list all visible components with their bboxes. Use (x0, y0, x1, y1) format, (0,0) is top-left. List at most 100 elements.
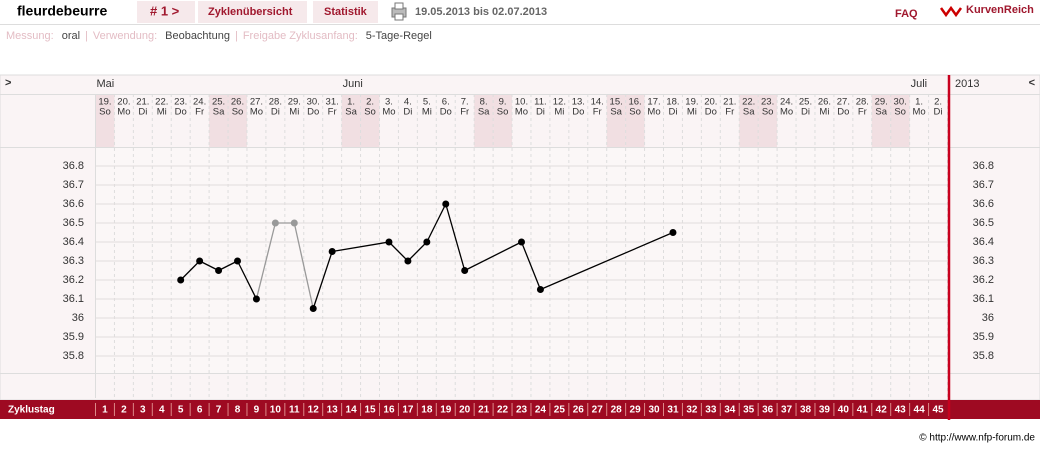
date-label: 25. (799, 97, 812, 108)
cycle-day: 16 (383, 405, 395, 416)
printer-paper (394, 13, 404, 21)
date-label: 19. (98, 97, 111, 108)
tab[interactable] (198, 1, 307, 23)
cycle-day: 36 (762, 405, 774, 416)
date-label: 28. (269, 97, 282, 108)
weekday-label: Sa (478, 107, 490, 118)
date-label: 11. (534, 97, 547, 108)
brand[interactable]: KurvenReich (966, 4, 1034, 16)
month-label: Mai (97, 78, 115, 90)
line-segment (426, 203, 447, 243)
date-label: 1. (915, 97, 923, 108)
y-tick-label-right: 36.4 (973, 236, 994, 248)
cycle-day: 23 (516, 405, 528, 416)
year: 2013 (955, 78, 979, 90)
cycle-day: 19 (440, 405, 452, 416)
cycle-day: 1 (102, 405, 108, 416)
cycle-day: 44 (914, 405, 926, 416)
weekday-label: Di (801, 107, 810, 118)
cycle-day: 2 (121, 405, 127, 416)
nav-link[interactable]: Statistik (324, 6, 368, 18)
weekend-shade (95, 94, 115, 147)
faq-link[interactable]: FAQ (895, 8, 918, 20)
weekend-shade (474, 94, 494, 147)
date-label: 24. (780, 97, 793, 108)
y-tick-label-right: 36.2 (973, 274, 994, 286)
date-label: 23. (761, 97, 774, 108)
data-point (234, 257, 241, 265)
weekday-label: Sa (345, 107, 357, 118)
date-label: 16. (628, 97, 641, 108)
weekday-label: Mo (382, 107, 395, 118)
date-label: 26. (818, 97, 831, 108)
weekday-label: Mo (780, 107, 793, 118)
cycle-day: 32 (686, 405, 698, 416)
date-label: 4. (404, 97, 412, 108)
cycle-day: 33 (705, 405, 717, 416)
cycle-day: 6 (197, 405, 203, 416)
weekend-shade (606, 94, 626, 147)
y-tick-label: 36.6 (63, 198, 84, 210)
y-tick-label: 36.4 (63, 236, 84, 248)
weekday-label: Mi (157, 107, 167, 118)
weekday-label: Mo (117, 107, 130, 118)
setting-value: 5-Tage-Regel (366, 30, 432, 42)
data-point (177, 276, 185, 284)
weekend-shade (890, 94, 910, 147)
date-label: 14. (591, 97, 604, 108)
date-label: 19. (685, 97, 698, 108)
setting-label: Verwendung: (93, 30, 157, 42)
printer-icon[interactable] (391, 2, 407, 21)
tab[interactable] (313, 1, 378, 23)
date-label: 29. (875, 97, 888, 108)
cycle-day: 27 (592, 405, 604, 416)
cycle-day: 31 (667, 405, 679, 416)
date-label: 17. (647, 97, 660, 108)
date-label: 2. (366, 97, 374, 108)
line-segment (180, 260, 201, 281)
cycle-day: 11 (289, 405, 300, 416)
data-point (271, 219, 279, 227)
cycle-day: 8 (235, 405, 241, 416)
weekday-label: Mi (289, 107, 299, 118)
date-label: 10. (515, 97, 528, 108)
copyright: © http://www.nfp-forum.de (919, 433, 1035, 444)
nav-prev: > (5, 77, 11, 89)
weekday-label: So (364, 107, 376, 118)
date-label: 20. (117, 97, 130, 108)
data-point (328, 248, 336, 255)
weekend-shade (360, 94, 380, 147)
y-tick-label-right: 36.3 (973, 255, 994, 267)
separator: | (235, 30, 238, 42)
data-point (669, 229, 677, 236)
weekday-label: Di (138, 107, 147, 118)
cycle-day: 21 (478, 405, 490, 416)
settings-row: Messung: oral | Verwendung: Beobachtung | Frei… (6, 30, 432, 42)
nav-link[interactable]: Zyklenübersicht (208, 6, 293, 18)
weekday-label: Sa (743, 107, 755, 118)
weekday-label: Sa (213, 107, 225, 118)
weekday-label: Mo (515, 107, 528, 118)
row-label: Zyklustag (8, 405, 55, 416)
date-label: 30. (894, 97, 907, 108)
weekday-label: So (894, 107, 906, 118)
y-tick-label: 35.8 (63, 350, 84, 362)
date-label: 22. (155, 97, 168, 108)
y-tick-label-right: 35.9 (973, 331, 994, 343)
line-segment (255, 222, 276, 300)
weekday-label: Fr (328, 107, 337, 118)
period: 19.05.2013 bis 02.07.2013 (415, 6, 547, 18)
weekday-label: Mo (250, 107, 263, 118)
data-point (423, 238, 431, 246)
date-label: 30. (307, 97, 320, 108)
date-label: 5. (423, 97, 431, 108)
cycle-day-row (0, 400, 1040, 419)
cycle-nav[interactable]: # 1 > (150, 3, 180, 18)
cycle-day: 20 (459, 405, 471, 416)
weekday-label: Fr (195, 107, 204, 118)
cycle-day: 35 (743, 405, 755, 416)
weekday-label: Mi (687, 107, 697, 118)
cycle-tab[interactable] (137, 1, 195, 23)
cycle-day: 38 (800, 405, 812, 416)
